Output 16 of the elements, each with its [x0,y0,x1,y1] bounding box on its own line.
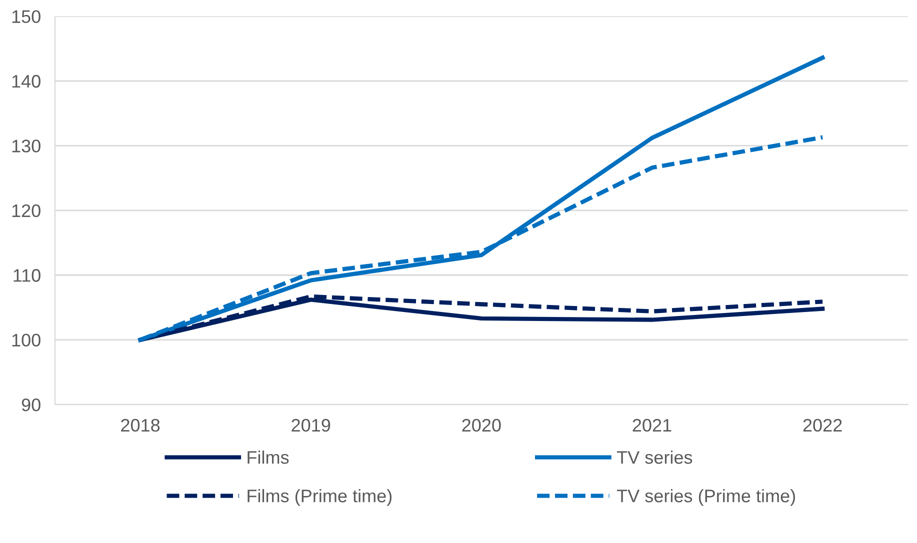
x-tick-label: 2018 [121,418,160,432]
legend-label: TV series [616,450,692,464]
legend-label: TV series (Prime time) [616,489,795,506]
x-tick-label: 2019 [292,418,330,432]
legend-label: Films [248,450,289,464]
x-tick-label: 2020 [462,418,501,432]
y-tick-label: 150 [12,10,40,24]
y-tick-label: 90 [22,398,40,412]
y-tick-label: 130 [12,140,40,152]
y-tick-label: 120 [12,204,40,218]
legend-label: Films (Prime time) [248,489,392,506]
y-tick-label: 140 [12,74,40,88]
y-tick-label: 100 [12,334,40,347]
y-tick-label: 110 [14,269,40,282]
x-tick-label: 2021 [632,418,672,432]
x-tick-label: 2022 [803,418,842,432]
